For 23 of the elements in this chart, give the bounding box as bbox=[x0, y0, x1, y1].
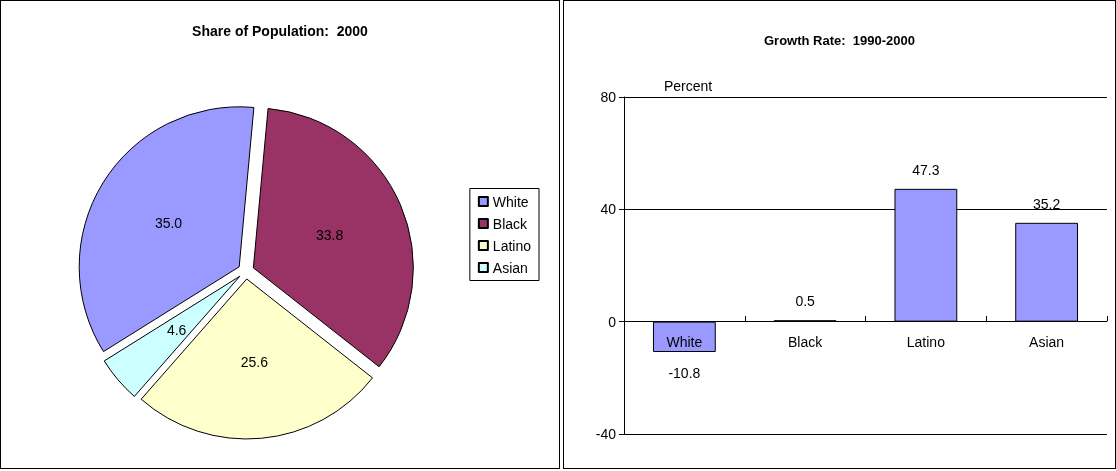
x-tick-label: White bbox=[666, 334, 703, 350]
y-tick-label: 0 bbox=[608, 313, 617, 330]
chart-title: Growth Rate: 1990-2000 bbox=[763, 33, 916, 48]
legend-label: Black bbox=[492, 215, 529, 232]
data-label: 25.6 bbox=[240, 353, 269, 370]
legend-label: Latino bbox=[492, 237, 532, 254]
y-tick-label: 80 bbox=[600, 89, 617, 105]
data-label: 4.6 bbox=[166, 321, 187, 338]
data-label: 33.8 bbox=[315, 227, 344, 244]
legend-label: White bbox=[492, 193, 529, 210]
chart-title: Share of Population: 2000 bbox=[192, 23, 369, 39]
data-label: -10.8 bbox=[668, 365, 701, 381]
x-tick-label: Asian bbox=[1029, 334, 1065, 350]
y-axis-title: Percent bbox=[664, 78, 713, 94]
legend-label: Asian bbox=[492, 259, 528, 276]
y-tick-label: -40 bbox=[595, 426, 617, 442]
data-label: 35.0 bbox=[154, 215, 183, 232]
data-label: 47.3 bbox=[912, 161, 940, 178]
data-label: 0.5 bbox=[795, 293, 816, 310]
y-tick-label: 40 bbox=[600, 201, 617, 218]
x-tick-label: Latino bbox=[906, 334, 946, 350]
data-label: 35.2 bbox=[1033, 195, 1061, 212]
x-tick-label: Black bbox=[788, 334, 824, 350]
